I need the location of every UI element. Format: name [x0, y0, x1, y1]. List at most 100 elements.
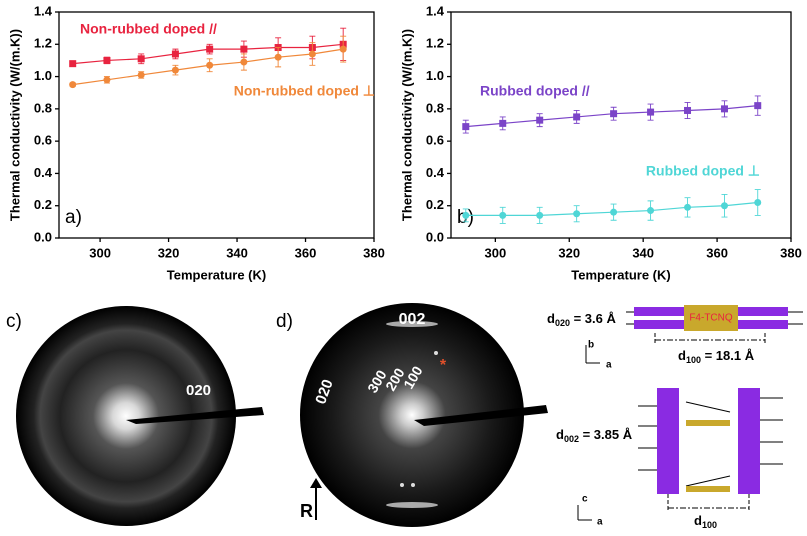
spacing-label: d002 = 3.85 Å	[556, 427, 633, 444]
series-name: Rubbed doped ⊥	[646, 163, 760, 179]
dopant	[686, 420, 730, 426]
diffraction-image	[300, 303, 524, 527]
x-tick-label: 320	[558, 245, 580, 260]
y-tick-label: 1.2	[34, 36, 52, 51]
x-tick-label: 360	[295, 245, 317, 260]
panel-label: d)	[276, 311, 293, 332]
point	[499, 211, 507, 219]
y-tick-label: 1.2	[426, 36, 444, 51]
chain	[738, 320, 788, 329]
beam-stop	[126, 407, 264, 424]
x-tick-label: 300	[484, 245, 506, 260]
beam-stop	[414, 405, 548, 426]
y-tick-label: 0.6	[34, 133, 52, 148]
direction-label: R	[300, 501, 313, 521]
y-axis-title: Thermal conductivity (W/(m.K))	[399, 29, 414, 221]
chain	[657, 388, 679, 494]
point	[103, 76, 111, 84]
point	[103, 56, 111, 64]
point	[536, 211, 544, 219]
spot	[434, 351, 438, 355]
plot-frame	[450, 11, 792, 239]
point	[573, 113, 581, 121]
x-tick-label: 300	[89, 245, 111, 260]
point	[720, 202, 728, 210]
axis-label: a	[606, 360, 612, 371]
lines	[577, 397, 783, 521]
spot	[386, 321, 438, 327]
y-tick-label: 1.0	[426, 68, 444, 83]
point	[754, 198, 762, 206]
x-tick-label: 340	[632, 245, 654, 260]
axis-label: b	[588, 340, 594, 351]
arrow-head	[310, 478, 322, 488]
y-axis-title: Thermal conductivity (W/(m.K))	[7, 29, 22, 221]
x-axis-title: Temperature (K)	[167, 267, 266, 282]
point	[684, 106, 692, 114]
y-tick-label: 1.4	[34, 3, 53, 18]
spacing-label: d100 = 18.1 Å	[678, 348, 755, 365]
chain	[634, 307, 684, 316]
y-tick-label: 0.4	[34, 165, 53, 180]
chain	[738, 388, 760, 494]
point	[206, 45, 214, 53]
spot	[411, 483, 415, 487]
panel-label: c)	[6, 311, 22, 332]
y-tick-label: 0.2	[426, 197, 444, 212]
point	[754, 102, 762, 110]
point	[274, 53, 282, 61]
dopant	[686, 486, 730, 492]
point	[647, 207, 655, 215]
y-tick-label: 0.0	[426, 229, 444, 244]
point	[137, 71, 145, 79]
point	[171, 66, 179, 74]
x-tick-label: 340	[226, 245, 248, 260]
series-name: Non-rubbed doped ⊥	[234, 83, 375, 99]
point	[69, 81, 77, 89]
x-tick-label: 380	[780, 245, 802, 260]
y-tick-label: 0.8	[426, 100, 444, 115]
point	[573, 210, 581, 218]
x-tick-label: 380	[363, 245, 385, 260]
point	[171, 50, 179, 58]
y-tick-label: 0.2	[34, 197, 52, 212]
spot	[400, 483, 404, 487]
y-tick-label: 0.8	[34, 100, 52, 115]
ring-label: 020	[186, 382, 211, 399]
dopant	[684, 305, 738, 331]
panel-label: a)	[65, 207, 82, 228]
x-tick-label: 320	[158, 245, 180, 260]
point	[69, 60, 77, 68]
point	[499, 119, 507, 127]
point	[720, 105, 728, 113]
x-axis-title: Temperature (K)	[571, 267, 670, 282]
dopant-label: F4-TCNQ	[689, 313, 733, 324]
plot-frame	[58, 11, 375, 239]
star: *	[440, 357, 447, 374]
x-tick-label: 360	[706, 245, 728, 260]
point	[462, 123, 470, 131]
axis-label: c	[582, 494, 588, 505]
y-tick-label: 1.4	[426, 3, 445, 18]
chain	[738, 307, 788, 316]
point	[206, 61, 214, 69]
point	[339, 45, 347, 53]
point	[610, 208, 618, 216]
series-name: Non-rubbed doped //	[80, 21, 217, 37]
y-tick-label: 0.4	[426, 165, 445, 180]
point	[240, 58, 248, 66]
point	[610, 110, 618, 118]
y-tick-label: 0.6	[426, 133, 444, 148]
point	[536, 116, 544, 124]
point	[684, 203, 692, 211]
axis-label: a	[597, 517, 603, 528]
chain	[634, 320, 684, 329]
point	[308, 50, 316, 58]
reflection-label: 002	[399, 311, 426, 328]
y-tick-label: 1.0	[34, 68, 52, 83]
spot	[386, 502, 438, 508]
spacing-label: d100	[694, 513, 717, 530]
series-name: Rubbed doped //	[480, 83, 590, 99]
point	[240, 45, 248, 53]
diffraction-image	[16, 306, 236, 526]
